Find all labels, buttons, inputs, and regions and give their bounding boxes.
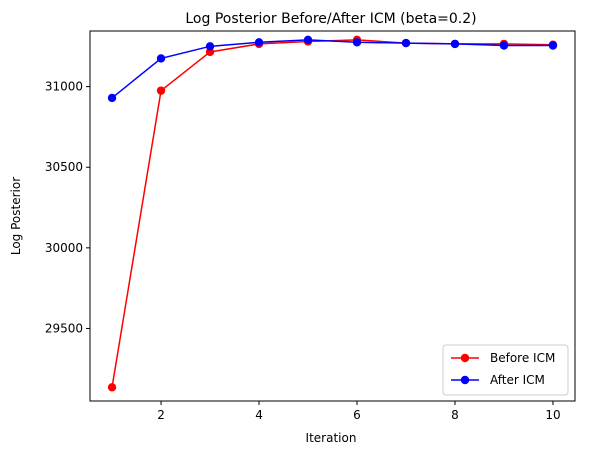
x-axis-title: Iteration <box>306 431 357 445</box>
legend-after-icm-marker <box>461 376 469 384</box>
legend: Before ICM After ICM <box>443 345 568 395</box>
series-layer <box>108 36 557 392</box>
y-axis-title: Log Posterior <box>9 177 23 255</box>
after-icm-point <box>206 42 214 50</box>
y-tick-label: 30500 <box>45 160 83 174</box>
x-tick-label: 6 <box>353 408 361 422</box>
before-icm-line <box>112 40 553 387</box>
x-tick-label: 2 <box>157 408 165 422</box>
y-tick-label: 31000 <box>45 80 83 94</box>
after-icm-point <box>500 41 508 49</box>
y-tick-label: 29500 <box>45 321 83 335</box>
x-tick-label: 10 <box>545 408 560 422</box>
after-icm-point <box>549 41 557 49</box>
after-icm-point <box>402 39 410 47</box>
after-icm-point <box>108 94 116 102</box>
chart-title: Log Posterior Before/After ICM (beta=0.2… <box>185 11 476 27</box>
x-tick-label: 8 <box>451 408 459 422</box>
legend-before-icm-label: Before ICM <box>490 351 555 365</box>
y-tick-label: 30000 <box>45 241 83 255</box>
after-icm-point <box>255 38 263 46</box>
y-axis: 29500 30000 30500 31000 <box>45 80 90 336</box>
after-icm-point <box>353 38 361 46</box>
after-icm-point <box>451 40 459 48</box>
legend-after-icm-label: After ICM <box>490 373 545 387</box>
before-icm-point <box>108 383 116 391</box>
legend-before-icm-marker <box>461 354 469 362</box>
x-axis: 2 4 6 8 10 <box>157 401 560 422</box>
after-icm-point <box>304 36 312 44</box>
after-icm-line <box>112 40 553 98</box>
before-icm-point <box>157 86 165 94</box>
after-icm-point <box>157 54 165 62</box>
x-tick-label: 4 <box>255 408 263 422</box>
